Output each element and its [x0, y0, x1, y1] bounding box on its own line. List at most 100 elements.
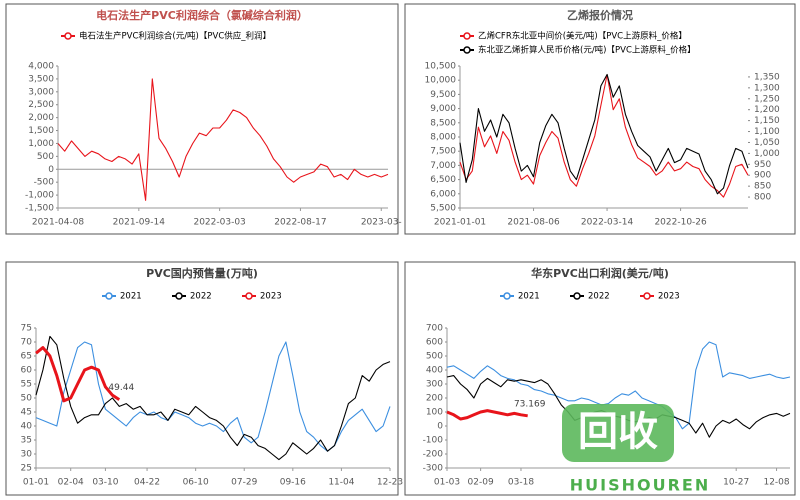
y-tick-label: 0	[437, 422, 443, 432]
panel-frame	[404, 3, 796, 235]
y-tick-label: 7,500	[430, 147, 456, 157]
series-line	[459, 74, 749, 198]
legend-label: 2023	[260, 292, 282, 302]
series-line	[35, 335, 391, 461]
y-tick-label: 2,500	[28, 100, 54, 110]
y-tick-label: 700	[426, 324, 443, 334]
y-tick-label: 3,500	[28, 74, 54, 84]
y-tick-label: 1,000	[28, 139, 54, 149]
y-tick-label: -100	[423, 436, 444, 446]
x-tick-label: 2021-09-14	[113, 218, 166, 228]
chart-title: PVC国内预售量(万吨)	[146, 266, 258, 280]
x-tick-label: 2022-10-26	[654, 218, 707, 228]
panel-frame	[5, 261, 399, 496]
x-tick-label: 12-23	[377, 478, 403, 488]
series-line	[446, 409, 528, 421]
series-line	[446, 341, 791, 430]
legend-marker	[245, 292, 253, 300]
x-tick-label: 2022-03-14	[581, 218, 634, 228]
y-tick-label: 25	[21, 464, 32, 474]
y-tick-label: 500	[426, 352, 443, 362]
x-tick-label: 2022-08-17	[274, 218, 326, 228]
x-tick-label: 01-01	[23, 478, 49, 488]
x-tick-label: 2021-08-06	[507, 218, 560, 228]
y-tick-label: 60	[21, 366, 33, 376]
y-tick-label: 6,000	[430, 189, 456, 199]
x-tick-label: 02-09	[468, 478, 494, 488]
y-tick-label: 8,500	[430, 118, 456, 128]
y-tick-label: 40	[21, 422, 33, 432]
legend-marker	[64, 32, 72, 40]
y2-tick-label: 1,050	[754, 138, 780, 148]
x-tick-label: 11-04	[328, 478, 354, 488]
y-tick-label: 100	[426, 408, 443, 418]
legend-marker	[463, 32, 471, 40]
y-tick-label: 35	[21, 436, 32, 446]
watermark-badge	[562, 404, 674, 462]
y-tick-label: 1,500	[28, 126, 54, 136]
x-tick-label: 2023-03-	[361, 218, 402, 228]
x-tick-label: 2021-04-08	[32, 218, 85, 228]
legend-label: 电石法生产PVC利润综合(元/吨)【PVC供应_利润】	[79, 31, 271, 42]
y2-tick-label: 800	[754, 193, 771, 203]
watermark-subtext: HUISHOUREN	[570, 476, 710, 495]
legend-marker	[573, 292, 581, 300]
y2-tick-label: 850	[754, 182, 771, 192]
y-tick-label: 2,000	[28, 113, 54, 123]
series-line	[459, 73, 749, 195]
y-tick-label: 10,500	[425, 62, 457, 72]
y2-tick-label: 1,150	[754, 116, 780, 126]
panel-frame	[5, 3, 399, 235]
x-tick-label: 2022-03-03	[193, 218, 245, 228]
x-tick-label: 03-18	[508, 478, 534, 488]
legend-marker	[643, 292, 651, 300]
y-tick-label: 200	[426, 394, 443, 404]
y2-tick-label: 1,300	[754, 83, 780, 93]
x-tick-label: 10-27	[723, 478, 749, 488]
y2-tick-label: 1,250	[754, 94, 780, 104]
y2-tick-label: 1,200	[754, 105, 780, 115]
y-tick-label: 70	[21, 338, 33, 348]
x-tick-label: 2021-01-01	[434, 218, 486, 228]
x-tick-label: 09-16	[280, 478, 306, 488]
data-label: 73.169	[514, 399, 546, 409]
y-tick-label: -200	[423, 450, 444, 460]
x-tick-label: 07-29	[231, 478, 257, 488]
y-tick-label: 55	[21, 380, 32, 390]
legend-marker	[503, 292, 511, 300]
y-tick-label: 300	[426, 380, 443, 390]
series-line	[57, 78, 389, 201]
watermark-text: 回收	[578, 409, 658, 455]
y-tick-label: 30	[21, 450, 33, 460]
y-tick-label: 8,000	[430, 133, 456, 143]
chart-title: 华东PVC出口利润(美元/吨)	[531, 266, 669, 280]
y2-tick-label: 1,350	[754, 72, 780, 82]
legend-label: 乙烯CFR东北亚中间价(美元/吨)【PVC上游原料_价格】	[478, 31, 687, 42]
y-tick-label: 6,500	[430, 175, 456, 185]
y-tick-label: 10,000	[425, 76, 457, 86]
y-tick-label: -1,000	[25, 191, 54, 201]
legend-marker	[175, 292, 183, 300]
y-tick-label: 0	[48, 165, 54, 175]
y-tick-label: 75	[21, 324, 32, 334]
legend-label: 2023	[658, 292, 680, 302]
y-tick-label: 5,500	[430, 204, 456, 214]
x-tick-label: 01-03	[434, 478, 460, 488]
legend-marker	[463, 46, 471, 54]
data-label: 49.44	[108, 383, 134, 393]
y-tick-label: 9,500	[430, 90, 456, 100]
legend-label: 2021	[518, 292, 540, 302]
y-tick-label: 45	[21, 408, 32, 418]
y2-tick-label: 950	[754, 160, 771, 170]
y-tick-label: -300	[423, 464, 444, 474]
y-tick-label: 65	[21, 352, 32, 362]
x-tick-label: 02-04	[58, 478, 84, 488]
chart-title: 乙烯报价情况	[567, 8, 633, 22]
y-tick-label: 500	[37, 152, 54, 162]
y-tick-label: 3,000	[28, 87, 54, 97]
y2-tick-label: 1,000	[754, 149, 780, 159]
legend-label: 2021	[120, 292, 142, 302]
x-tick-label: 12-08	[763, 478, 789, 488]
y-tick-label: 400	[426, 366, 443, 376]
